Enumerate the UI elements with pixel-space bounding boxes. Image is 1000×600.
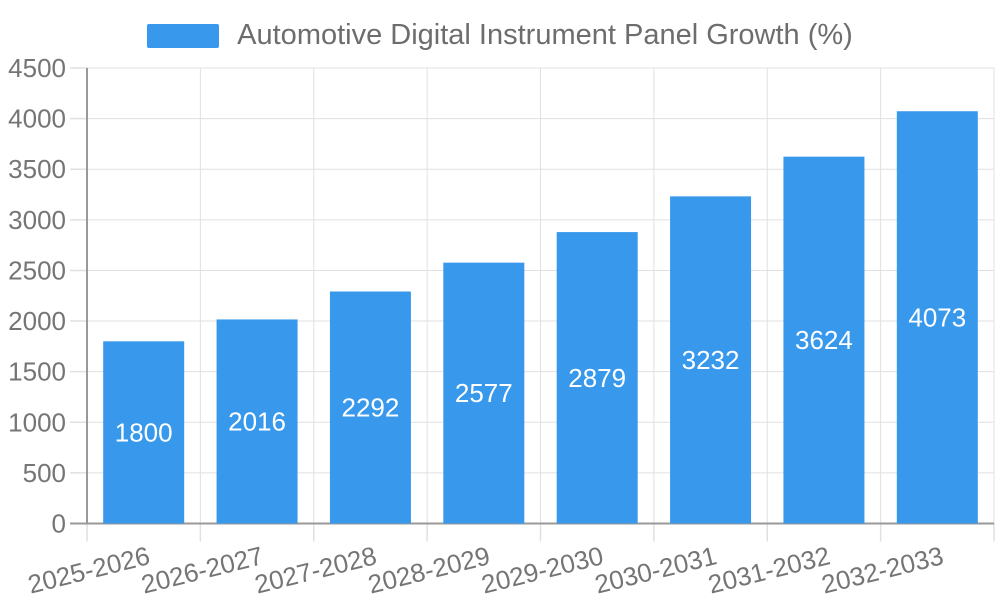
y-axis-label: 3500 [8, 154, 66, 184]
y-axis-label: 2500 [8, 255, 66, 285]
bar [556, 232, 638, 524]
bar-value-label: 1800 [115, 417, 173, 447]
x-axis-label: 2025-2026 [25, 540, 153, 599]
bar [443, 262, 525, 524]
x-axis-label: 2030-2031 [592, 540, 720, 599]
legend-label: Automotive Digital Instrument Panel Grow… [237, 19, 853, 51]
bar-value-label: 2879 [568, 363, 626, 393]
x-axis-label: 2031-2032 [705, 540, 833, 599]
bar [670, 196, 752, 524]
bar-value-label: 3232 [682, 345, 740, 375]
bar-value-label: 2292 [342, 392, 400, 422]
bar [783, 156, 865, 524]
y-axis-label: 4000 [8, 104, 66, 134]
y-axis-label: 0 [52, 509, 66, 539]
x-axis-label: 2032-2033 [819, 540, 947, 599]
bar [329, 291, 411, 524]
legend-swatch [147, 23, 220, 48]
bar-value-label: 2577 [455, 378, 513, 408]
y-axis-label: 2000 [8, 306, 66, 336]
y-axis-label: 1000 [8, 407, 66, 437]
bar-value-label: 3624 [795, 325, 853, 355]
y-axis-label: 500 [23, 458, 66, 488]
bar [896, 111, 978, 524]
x-axis-label: 2026-2027 [138, 540, 266, 599]
legend-item[interactable]: Automotive Digital Instrument Panel Grow… [0, 19, 1000, 52]
bar [103, 341, 185, 524]
x-axis-label: 2027-2028 [252, 540, 380, 599]
bar [216, 319, 298, 524]
y-axis-label: 4500 [8, 53, 66, 83]
x-axis-label: 2028-2029 [365, 540, 493, 599]
bar-value-label: 4073 [908, 302, 966, 332]
y-axis-label: 1500 [8, 357, 66, 387]
bar-value-label: 2016 [228, 406, 286, 436]
x-axis-label: 2029-2030 [478, 540, 606, 599]
y-axis-label: 3000 [8, 205, 66, 235]
